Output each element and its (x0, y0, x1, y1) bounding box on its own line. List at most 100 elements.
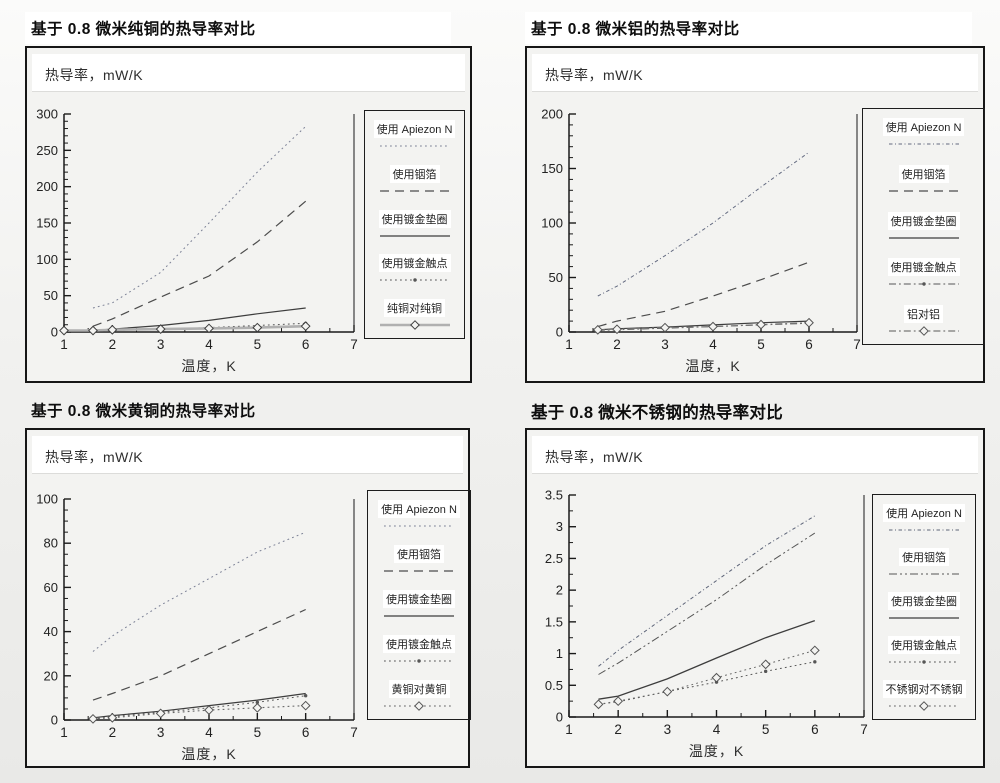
y-tick-label: 2.5 (545, 551, 563, 566)
diamond-marker (708, 321, 718, 332)
series-1 (92, 608, 306, 701)
x-tick-label: 1 (565, 337, 573, 352)
y-tick-label: 200 (541, 107, 563, 122)
legend-line-sample (384, 570, 454, 572)
legend-box: 使用 Apiezon N 使用铟箔 使用镀金垫圈 使用镀金触点 铝对铝 (862, 108, 985, 345)
y-tick-label: 2 (556, 583, 563, 598)
legend-entry-0: 使用 Apiezon N (373, 120, 456, 152)
legend-line-sample (384, 525, 454, 527)
plot-area: 0 0.5 1 1.5 2 2.5 3 3.5 1 2 3 4 5 6 7 (545, 488, 868, 738)
dot-marker (412, 278, 417, 282)
y-axis-label: 热导率，mW/K (32, 54, 465, 92)
diamond-marker (711, 672, 722, 683)
series-line (92, 705, 306, 720)
legend-label: 使用 Apiezon N (373, 120, 456, 138)
legend-entry-3: 使用镀金触点 (883, 636, 965, 668)
diamond-marker (300, 700, 311, 711)
y-tick-label: 3.5 (545, 488, 563, 503)
diamond-marker (107, 324, 118, 335)
legend-entry-1: 使用铟箔 (378, 545, 460, 577)
legend-label: 使用镀金触点 (378, 254, 451, 273)
series-0 (92, 126, 307, 309)
x-tick-label: 4 (713, 722, 721, 737)
y-axis-label: 热导率，mW/K (532, 54, 978, 92)
x-tick-label: 4 (205, 725, 213, 740)
y-tick-label: 60 (44, 580, 58, 595)
y-axis-label: 热导率，mW/K (532, 436, 978, 474)
x-axis-ticks: 1 2 3 4 5 6 7 (60, 713, 358, 740)
y-tick-label: 200 (36, 179, 58, 194)
legend-label: 纯铜对纯铜 (384, 299, 445, 317)
x-tick-label: 2 (613, 337, 621, 352)
y-axis-ticks: 0 20 40 60 80 100 (36, 492, 71, 728)
y-tick-label: 0 (556, 325, 563, 340)
diamond-marker (252, 702, 263, 713)
x-axis-ticks: 1 2 3 4 5 6 7 (565, 710, 868, 737)
diamond-marker (660, 322, 670, 333)
series-0 (598, 515, 816, 667)
diamond-marker (59, 325, 69, 336)
dot-marker (763, 669, 768, 674)
series-1 (598, 532, 816, 675)
legend-line-sample (888, 190, 959, 192)
series-1 (597, 261, 810, 328)
y-tick-label: 300 (36, 107, 58, 122)
diamond-marker (88, 325, 98, 336)
legend-line-sample (379, 320, 450, 330)
y-tick-label: 1 (556, 646, 563, 661)
y-tick-label: 80 (44, 536, 58, 551)
diamond-marker (204, 705, 214, 715)
y-tick-label: 20 (44, 668, 58, 683)
legend-label: 黄铜对黄铜 (388, 680, 450, 698)
legend-entry-3: 使用镀金触点 (378, 635, 460, 667)
legend-line-sample (889, 617, 959, 619)
y-tick-label: 0 (51, 325, 58, 340)
x-tick-label: 6 (302, 337, 310, 352)
chart-box: 热导率，mW/K 0 0.5 1 1.5 2 2.5 3 3.5 1 2 3 4 5 6 7 温度，K 使用… (525, 428, 985, 768)
legend-entry-1: 使用铟箔 (883, 548, 965, 580)
legend-label: 使用镀金触点 (887, 258, 960, 277)
legend-entry-4: 黄铜对黄铜 (378, 680, 460, 712)
legend-label: 不锈钢对不锈钢 (882, 680, 966, 698)
legend-box: 使用 Apiezon N 使用铟箔 使用镀金垫圈 使用镀金触点 黄铜对黄铜 (367, 490, 471, 720)
x-tick-label: 6 (805, 337, 813, 352)
diamond-marker (155, 708, 166, 719)
series-4 (59, 321, 311, 336)
diamond-marker (662, 686, 673, 697)
legend-label: 使用 Apiezon N (882, 118, 965, 136)
chart-panel-aluminum: 基于 0.8 微米铝的热导率对比 热导率，mW/K 0 50 100 150 200 1 2… (525, 12, 985, 383)
y-tick-label: 0 (556, 710, 563, 725)
legend-box: 使用 Apiezon N 使用铟箔 使用镀金垫圈 使用镀金触点 不锈钢对不锈钢 (872, 494, 976, 720)
x-tick-label: 6 (302, 725, 310, 740)
x-axis-label: 温度，K (685, 358, 741, 374)
y-tick-label: 40 (44, 624, 58, 639)
legend-entry-3: 使用镀金触点 (883, 258, 965, 290)
series-1 (92, 200, 307, 327)
chart-title: 基于 0.8 微米黄铜的热导率对比 (31, 403, 256, 420)
series-2 (598, 619, 816, 700)
x-tick-label: 2 (109, 725, 117, 740)
legend-line-sample (888, 326, 959, 336)
x-tick-label: 5 (254, 337, 262, 352)
series-4 (592, 317, 814, 335)
legend-entry-2: 使用镀金垫圈 (883, 211, 965, 244)
diamond-marker (760, 659, 771, 670)
diamond-marker (300, 321, 311, 332)
legend-label: 使用镀金触点 (383, 635, 455, 653)
y-tick-label: 0 (51, 713, 58, 728)
legend-line-sample (384, 615, 454, 617)
legend-line-sample (889, 529, 959, 531)
series-line (597, 322, 810, 331)
plot-area: 0 20 40 60 80 100 1 2 3 4 5 6 7 (36, 492, 358, 741)
diamond-marker (204, 323, 214, 334)
diamond-marker (155, 324, 166, 335)
chart-title: 基于 0.8 微米纯铜的热导率对比 (25, 12, 451, 44)
dot-marker (922, 660, 926, 664)
y-tick-label: 150 (541, 161, 563, 176)
diamond-marker (88, 713, 98, 724)
legend-entry-2: 使用镀金垫圈 (883, 592, 965, 624)
series-line (598, 649, 815, 705)
series-0 (597, 151, 810, 297)
x-tick-label: 3 (661, 337, 669, 352)
legend-entry-3: 使用镀金触点 (374, 254, 456, 286)
